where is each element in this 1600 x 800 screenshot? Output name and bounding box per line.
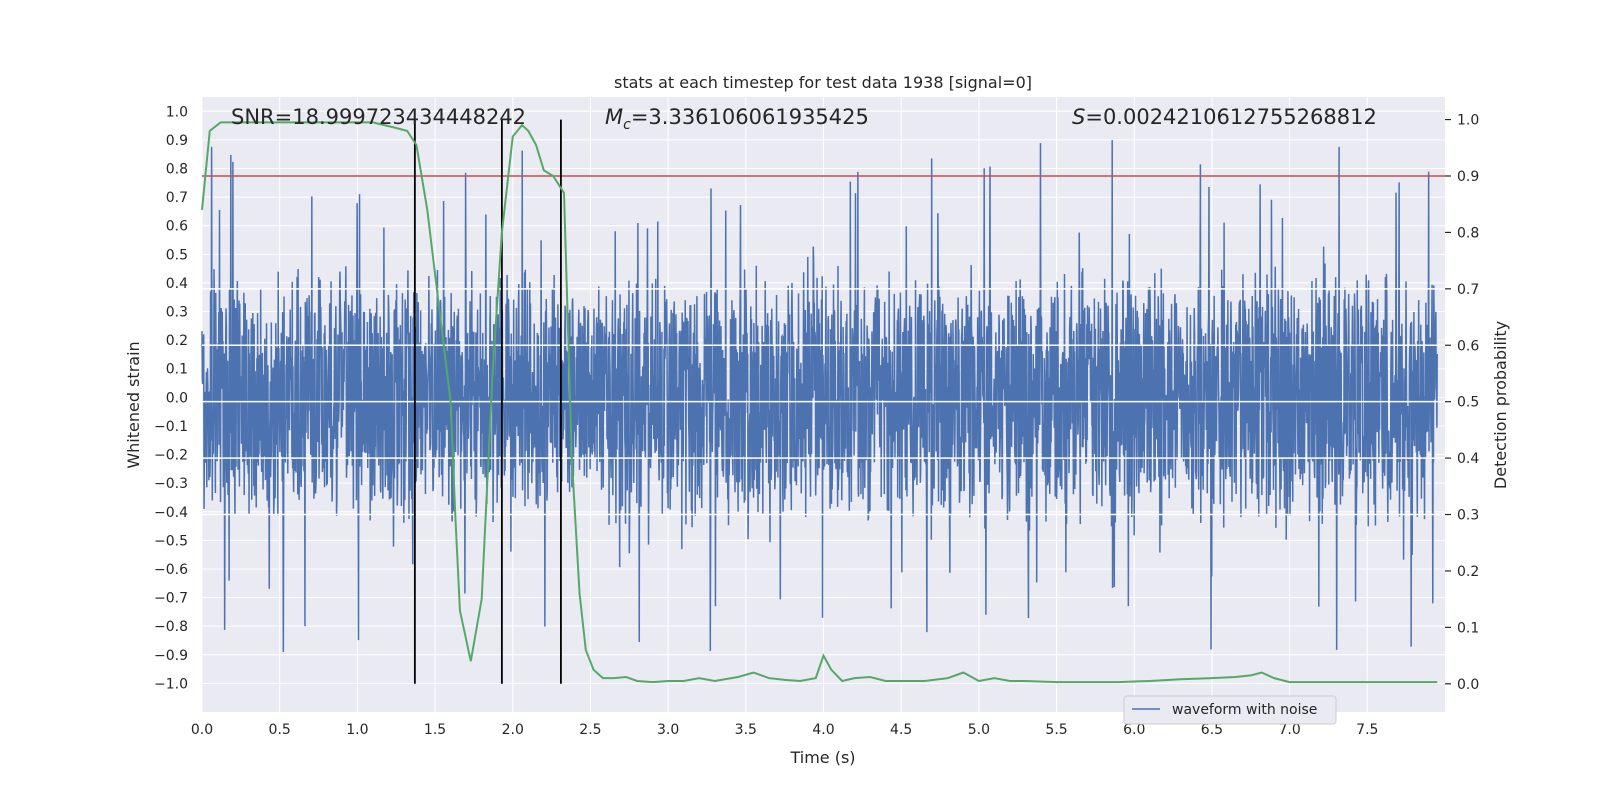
right-axis-label: Detection probability xyxy=(1491,321,1510,489)
x-tick-label: 0.5 xyxy=(269,722,291,738)
left-axis-label: Whitened strain xyxy=(124,341,143,468)
right-tick-label: 0.9 xyxy=(1457,169,1479,185)
right-tick-label: 0.3 xyxy=(1457,508,1479,524)
left-tick-label: −0.1 xyxy=(154,419,188,435)
left-tick-label: −0.9 xyxy=(154,648,188,664)
chirp-mass-annotation: Mc=3.336106061935425 xyxy=(605,105,869,133)
chart-title: stats at each timestep for test data 193… xyxy=(614,73,1032,92)
left-tick-label: 0.2 xyxy=(166,333,188,349)
x-tick-label: 0.0 xyxy=(191,722,213,738)
x-tick-label: 3.5 xyxy=(735,722,757,738)
s-value: =0.0024210612755268812 xyxy=(1085,105,1377,129)
x-tick-label: 3.0 xyxy=(657,722,679,738)
x-tick-label: 7.5 xyxy=(1356,722,1378,738)
left-tick-label: −0.5 xyxy=(154,533,188,549)
right-tick-label: 0.5 xyxy=(1457,395,1479,411)
x-axis-label: Time (s) xyxy=(789,748,855,767)
left-tick-label: −0.4 xyxy=(154,505,188,521)
x-tick-label: 1.0 xyxy=(346,722,368,738)
x-tick-label: 6.0 xyxy=(1123,722,1145,738)
legend-box xyxy=(1123,695,1337,725)
x-tick-label: 1.5 xyxy=(424,722,446,738)
right-tick-label: 0.7 xyxy=(1457,282,1479,298)
right-tick-label: 1.0 xyxy=(1457,113,1479,129)
s-symbol: S xyxy=(1072,105,1085,129)
vertical-markers xyxy=(413,119,562,684)
left-tick-label: 0.7 xyxy=(166,190,188,206)
x-tick-label: 4.5 xyxy=(890,722,912,738)
left-tick-label: −0.2 xyxy=(154,448,188,464)
x-tick-label: 7.0 xyxy=(1278,722,1300,738)
left-tick-label: 0.1 xyxy=(166,362,188,378)
x-tick-label: 2.5 xyxy=(579,722,601,738)
right-tick-label: 0.1 xyxy=(1457,620,1479,636)
left-tick-label: −0.6 xyxy=(154,562,188,578)
chirp-mass-value: =3.336106061935425 xyxy=(631,105,869,129)
right-axis-ticks: 1.0 0.9 0.8 0.7 0.6 0.5 0.4 0.3 0.2 0.1 0.0 xyxy=(1445,113,1479,693)
right-tick-label: 0.2 xyxy=(1457,564,1479,580)
left-tick-label: 0.4 xyxy=(166,276,188,292)
left-tick-label: 0.8 xyxy=(166,162,188,178)
snr-annotation: SNR=18.999723434448242 xyxy=(231,105,526,129)
x-tick-label: 4.0 xyxy=(812,722,834,738)
right-tick-label: 0.4 xyxy=(1457,451,1479,467)
x-axis-ticks: 0.0 0.5 1.0 1.5 2.0 2.5 3.0 3.5 4.0 4.5 5.0 5.5 6.0 6… xyxy=(191,722,1379,738)
legend: waveform with noise xyxy=(1123,695,1337,725)
left-tick-label: −0.8 xyxy=(154,619,188,635)
x-tick-label: 5.5 xyxy=(1045,722,1067,738)
x-tick-label: 5.0 xyxy=(968,722,990,738)
left-tick-label: −0.7 xyxy=(154,591,188,607)
left-tick-label: 0.9 xyxy=(166,133,188,149)
left-tick-label: 0.3 xyxy=(166,305,188,321)
x-tick-label: 2.0 xyxy=(502,722,524,738)
left-tick-label: −0.3 xyxy=(154,476,188,492)
left-tick-label: −1.0 xyxy=(154,676,188,692)
x-tick-label: 6.5 xyxy=(1201,722,1223,738)
right-axis-gridlines xyxy=(202,288,1445,516)
left-tick-label: 0.5 xyxy=(166,247,188,263)
right-tick-label: 0.0 xyxy=(1457,677,1479,693)
s-annotation: S=0.0024210612755268812 xyxy=(1072,105,1377,129)
left-tick-label: 0.0 xyxy=(166,390,188,406)
chirp-mass-subscript: c xyxy=(623,117,631,133)
left-axis-ticks: 1.0 0.9 0.8 0.7 0.6 0.5 0.4 0.3 0.2 0.1 0.0 −0.1 −0.… xyxy=(154,104,188,692)
right-tick-label: 0.8 xyxy=(1457,225,1479,241)
chirp-mass-symbol: M xyxy=(605,105,623,129)
legend-label-waveform: waveform with noise xyxy=(1172,702,1317,718)
left-tick-label: 1.0 xyxy=(166,104,188,120)
detection-probability-series xyxy=(201,121,1438,684)
left-tick-label: 0.6 xyxy=(166,219,188,235)
right-tick-label: 0.6 xyxy=(1457,338,1479,354)
